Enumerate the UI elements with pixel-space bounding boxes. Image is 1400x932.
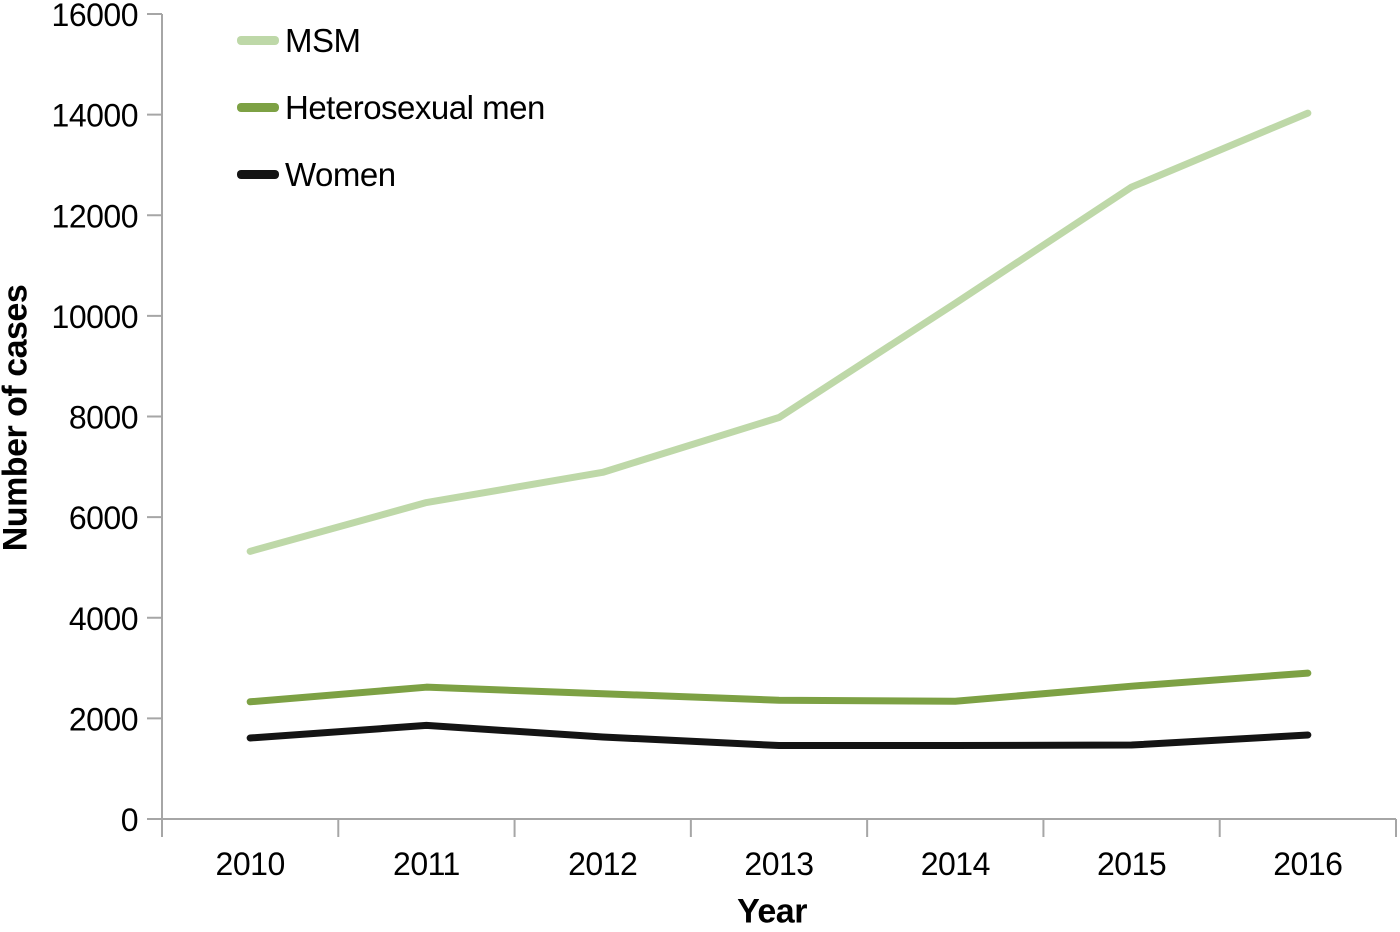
x-tick-label: 2013 <box>744 846 813 882</box>
legend-swatch-heterosexual-men <box>237 103 279 112</box>
x-tick-label: 2016 <box>1273 846 1342 882</box>
y-tick-label: 16000 <box>52 0 138 33</box>
legend-label-msm: MSM <box>285 21 361 59</box>
x-axis-title: Year <box>737 892 807 931</box>
series-line-heterosexual-men <box>246 669 1312 706</box>
x-tick-label: 2011 <box>393 846 460 882</box>
y-tick-label: 4000 <box>69 601 138 637</box>
y-tick-label: 0 <box>121 802 138 838</box>
series-lines <box>246 109 1312 750</box>
x-axis-ticks: 2010 2011 2012 2013 2014 2015 2016 <box>161 819 1397 882</box>
y-axis-ticks: 0 2000 4000 6000 8000 10000 12000 14000 16000 <box>52 0 162 838</box>
legend-item-heterosexual-men: Heterosexual men <box>237 74 545 141</box>
legend-item-msm: MSM <box>237 7 545 74</box>
series-line-women <box>246 721 1312 750</box>
legend-label-women: Women <box>285 155 396 193</box>
x-tick-label: 2014 <box>921 846 990 882</box>
y-tick-label: 2000 <box>69 701 138 737</box>
y-tick-label: 6000 <box>69 500 138 536</box>
legend-item-women: Women <box>237 141 545 208</box>
x-tick-label: 2015 <box>1097 846 1166 882</box>
x-tick-label: 2010 <box>216 846 285 882</box>
legend-label-heterosexual-men: Heterosexual men <box>285 88 545 126</box>
y-tick-label: 12000 <box>52 198 138 234</box>
x-tick-label: 2012 <box>568 846 637 882</box>
y-tick-label: 8000 <box>69 400 138 436</box>
y-tick-label: 10000 <box>52 299 138 335</box>
y-axis-title: Number of cases <box>0 284 35 552</box>
legend: MSM Heterosexual men Women <box>237 7 545 208</box>
legend-swatch-women <box>237 170 279 179</box>
legend-swatch-msm <box>237 36 279 45</box>
series-line-msm <box>246 109 1312 555</box>
y-tick-label: 14000 <box>52 98 138 134</box>
